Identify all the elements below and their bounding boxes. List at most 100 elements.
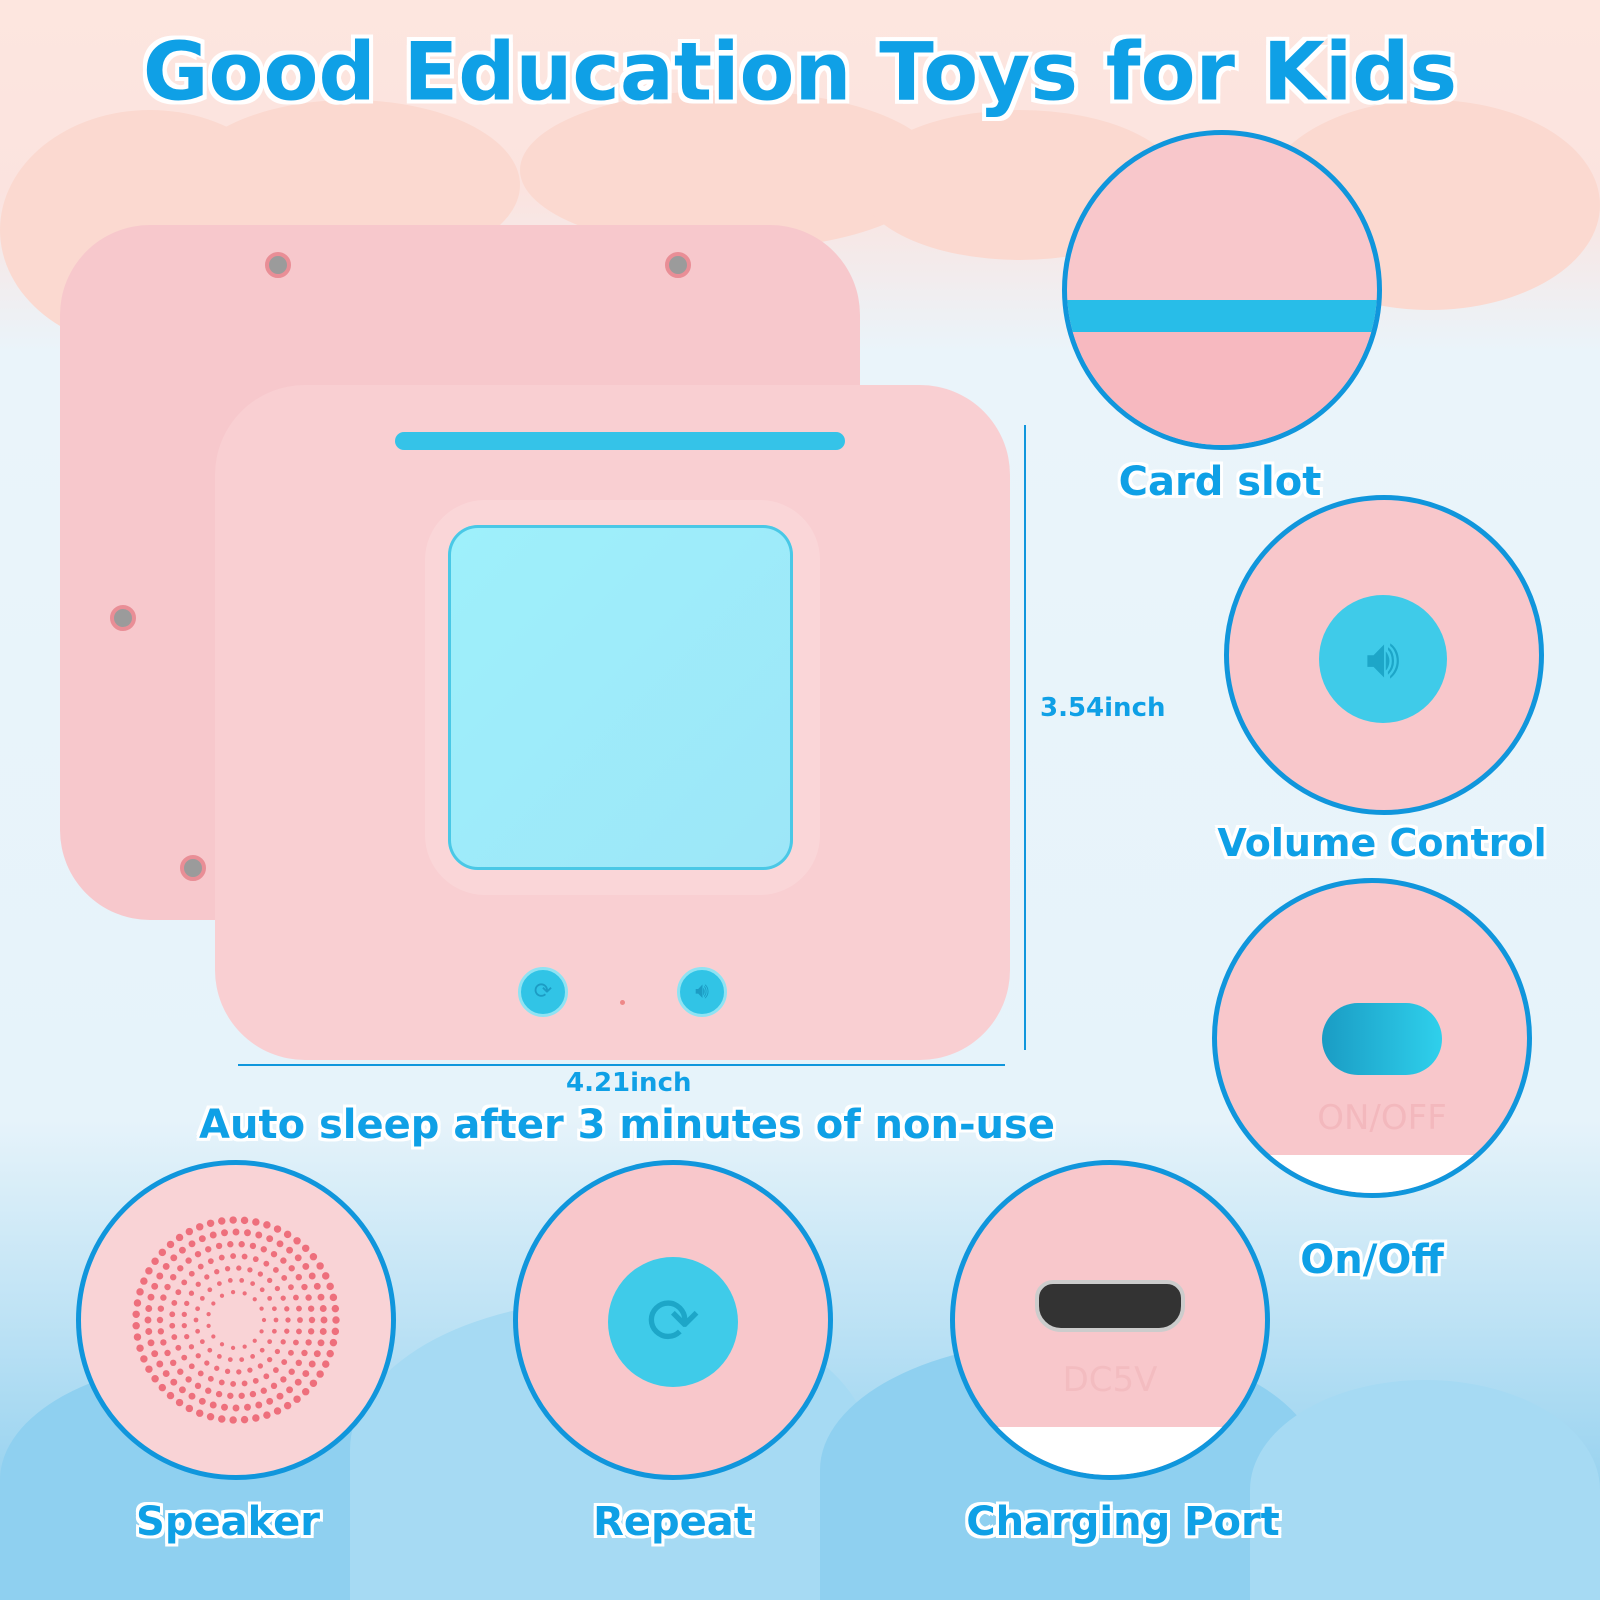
speaker-hole — [140, 1355, 148, 1363]
repeat-button[interactable]: ⟳ — [518, 967, 568, 1017]
speaker-hole — [292, 1294, 299, 1301]
speaker-hole — [136, 1344, 144, 1352]
speaker-hole — [329, 1293, 338, 1302]
speaker-hole — [214, 1269, 220, 1275]
speaker-hole — [145, 1305, 153, 1312]
speaker-hole — [317, 1293, 325, 1301]
speaker-hole — [158, 1383, 167, 1392]
speaker-hole — [177, 1368, 184, 1375]
switch-marking: ON/OFF — [1317, 1098, 1447, 1138]
speaker-hole — [276, 1392, 284, 1400]
speaker-hole — [257, 1271, 264, 1277]
speaker-hole — [207, 1258, 214, 1265]
indicator-light — [620, 1000, 625, 1005]
speaker-hole — [147, 1339, 155, 1347]
speaker-hole — [140, 1277, 148, 1285]
speaker-hole — [320, 1316, 328, 1324]
speaker-hole — [272, 1367, 279, 1373]
speaker-hole — [185, 1376, 192, 1383]
speaker-hole — [316, 1370, 324, 1378]
speaker-hole — [260, 1246, 267, 1253]
repeat-closeup: ⟳ — [513, 1160, 833, 1480]
speaker-hole — [211, 1301, 216, 1306]
speaker-hole — [285, 1317, 291, 1323]
speaker-hole — [267, 1339, 273, 1345]
speaker-hole — [175, 1398, 184, 1407]
cloud-decoration — [1250, 1380, 1600, 1600]
speaker-hole — [247, 1367, 253, 1373]
speaker-hole — [197, 1370, 204, 1377]
speaker-hole — [244, 1229, 251, 1237]
speaker-hole — [136, 1288, 144, 1296]
speaker-hole — [288, 1284, 294, 1291]
speaker-hole — [218, 1254, 225, 1261]
speaker-hole — [313, 1282, 321, 1290]
speaker-hole — [216, 1281, 222, 1287]
speaker-hole — [175, 1233, 184, 1242]
screw-icon — [665, 252, 691, 278]
speaker-hole — [259, 1347, 265, 1353]
speaker-hole — [194, 1382, 202, 1390]
speaker-hole — [280, 1339, 286, 1345]
speaker-hole — [288, 1265, 295, 1272]
speaker-hole — [267, 1295, 273, 1301]
speaker-hole — [241, 1380, 248, 1387]
speaker-hole — [307, 1328, 315, 1335]
speaker-hole — [151, 1375, 159, 1383]
speaker-hole — [259, 1306, 264, 1311]
speaker-closeup — [76, 1160, 396, 1480]
speaker-hole — [171, 1334, 178, 1340]
speaker-hole — [145, 1365, 153, 1373]
speaker-hole — [302, 1262, 310, 1270]
speaker-hole — [283, 1230, 292, 1239]
speaker-hole — [252, 1377, 259, 1384]
speaker-hole — [296, 1305, 302, 1312]
speaker-hole — [301, 1387, 310, 1396]
speaker-hole — [205, 1387, 212, 1394]
auto-sleep-caption: Auto sleep after 3 minutes of non-use — [199, 1102, 1055, 1148]
card-slot-label: Card slot — [1118, 459, 1322, 505]
speaker-hole — [164, 1283, 171, 1291]
speaker-hole — [229, 1216, 237, 1224]
speaker-hole — [188, 1270, 195, 1277]
speaker-hole — [295, 1359, 302, 1367]
speaker-hole — [309, 1252, 318, 1261]
speaker-hole — [292, 1339, 299, 1346]
speaker-hole — [288, 1349, 294, 1356]
speaker-hole — [263, 1411, 271, 1419]
speaker-hole — [206, 1312, 211, 1317]
on-off-closeup: ON/OFF — [1212, 878, 1532, 1198]
speaker-hole — [195, 1353, 201, 1359]
speaker-hole — [185, 1404, 194, 1413]
speaker-hole — [216, 1353, 222, 1359]
speaker-hole — [181, 1354, 188, 1361]
speaker-hole — [151, 1282, 159, 1290]
speaker-hole — [308, 1316, 316, 1324]
speaker-hole — [259, 1329, 264, 1334]
speaker-hole — [199, 1339, 205, 1345]
speaker-hole — [255, 1401, 263, 1409]
speaker-hole — [281, 1274, 288, 1281]
speaker-hole — [156, 1272, 164, 1280]
speaker-hole — [274, 1285, 281, 1292]
speaker-hole — [156, 1360, 164, 1368]
speaker-hole — [145, 1328, 153, 1335]
speaker-hole — [195, 1328, 201, 1334]
speaker-hole — [221, 1229, 228, 1237]
speaker-hole — [240, 1415, 249, 1424]
speaker-hole — [244, 1403, 251, 1411]
speaker-hole — [175, 1344, 182, 1351]
speaker-hole — [331, 1327, 340, 1336]
speaker-hole — [230, 1290, 236, 1295]
speaker-hole — [322, 1360, 330, 1368]
speaker-hole — [184, 1333, 190, 1340]
speaker-hole — [160, 1294, 167, 1301]
speaker-hole — [164, 1349, 171, 1357]
speaker-hole — [195, 1409, 204, 1417]
speaker-hole — [267, 1356, 273, 1363]
speaker-hole — [133, 1333, 142, 1341]
screw-icon — [110, 605, 136, 631]
speaker-hole — [294, 1254, 302, 1262]
speaker-hole — [205, 1246, 212, 1253]
volume-button[interactable]: 🔊︎ — [677, 967, 727, 1017]
